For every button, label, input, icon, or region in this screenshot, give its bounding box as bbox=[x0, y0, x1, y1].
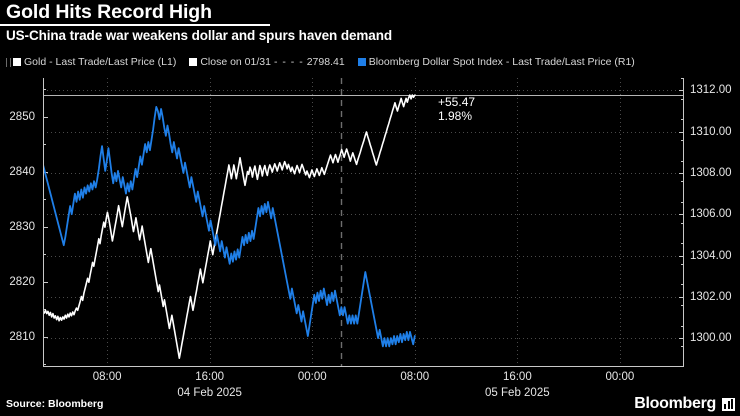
chart-svg bbox=[43, 78, 684, 367]
annotation-change: +55.47 bbox=[438, 95, 476, 109]
bloomberg-wordmark: Bloomberg bbox=[634, 395, 716, 412]
chart-legend: Gold - Last Trade/Last Price (L1) Close … bbox=[6, 55, 648, 69]
x-axis-tick-label: 08:00 bbox=[400, 371, 430, 383]
y-axis-left-tick-label: 2830 bbox=[9, 220, 35, 233]
legend-swatch-gold bbox=[13, 58, 21, 66]
y-axis-left-tick-label: 2840 bbox=[9, 165, 35, 178]
legend-value-close: 2798.41 bbox=[306, 56, 345, 68]
axis-tick-marks bbox=[43, 78, 684, 365]
x-axis-tick-label: 08:00 bbox=[92, 371, 122, 383]
chart-plot-area[interactable] bbox=[43, 78, 684, 367]
x-axis-tick-label: 00:00 bbox=[605, 371, 635, 383]
legend-item-gold[interactable]: Gold - Last Trade/Last Price (L1) bbox=[13, 56, 176, 68]
x-axis-group-label: 04 Feb 2025 bbox=[177, 387, 242, 399]
page-title: Gold Hits Record High bbox=[6, 1, 212, 23]
x-axis-tick-label: 16:00 bbox=[195, 371, 225, 383]
y-axis-left-tick-label: 2820 bbox=[9, 275, 35, 288]
last-price-annotation: +55.47 1.98% bbox=[438, 95, 475, 123]
x-axis-tick-label: 16:00 bbox=[502, 371, 532, 383]
y-axis-right-tick-label: 1300.00 bbox=[690, 332, 732, 345]
x-axis-group-label: 05 Feb 2025 bbox=[485, 387, 550, 399]
y-axis-left-tick-label: 2810 bbox=[9, 330, 35, 343]
legend-swatch-close bbox=[189, 58, 198, 66]
source-label: Source: Bloomberg bbox=[6, 398, 104, 410]
legend-dash-close: - - - - bbox=[273, 56, 304, 68]
legend-label-dollar-index: Bloomberg Dollar Spot Index - Last Trade… bbox=[368, 56, 635, 68]
bloomberg-logo-icon bbox=[722, 398, 735, 411]
y-axis-right-tick-label: 1312.00 bbox=[690, 84, 732, 97]
grid-lines bbox=[43, 78, 684, 367]
y-axis-right-tick-label: 1306.00 bbox=[690, 208, 732, 221]
legend-label-close: Close on 01/31 bbox=[200, 56, 271, 68]
legend-grip-icon bbox=[6, 57, 11, 67]
y-axis-right-tick-label: 1310.00 bbox=[690, 125, 732, 138]
page-subtitle: US-China trade war weakens dollar and sp… bbox=[6, 28, 393, 43]
title-underline bbox=[0, 24, 270, 26]
data-series bbox=[43, 94, 416, 359]
legend-item-dollar-index[interactable]: Bloomberg Dollar Spot Index - Last Trade… bbox=[357, 56, 635, 68]
y-axis-right-tick-label: 1304.00 bbox=[690, 249, 732, 262]
legend-swatch-dollar-index bbox=[357, 58, 366, 66]
annotation-percent: 1.98% bbox=[438, 109, 473, 123]
legend-label-gold: Gold - Last Trade/Last Price (L1) bbox=[24, 56, 177, 68]
y-axis-right-tick-label: 1302.00 bbox=[690, 290, 732, 303]
y-axis-left-tick-label: 2850 bbox=[9, 110, 35, 123]
legend-item-close[interactable]: Close on 01/31 - - - - 2798.41 bbox=[189, 56, 345, 68]
series-line-gold bbox=[43, 94, 416, 359]
y-axis-right-tick-label: 1308.00 bbox=[690, 166, 732, 179]
x-axis-tick-label: 00:00 bbox=[297, 371, 327, 383]
plot-frame bbox=[43, 78, 684, 367]
series-line-dollar-index bbox=[43, 105, 416, 348]
